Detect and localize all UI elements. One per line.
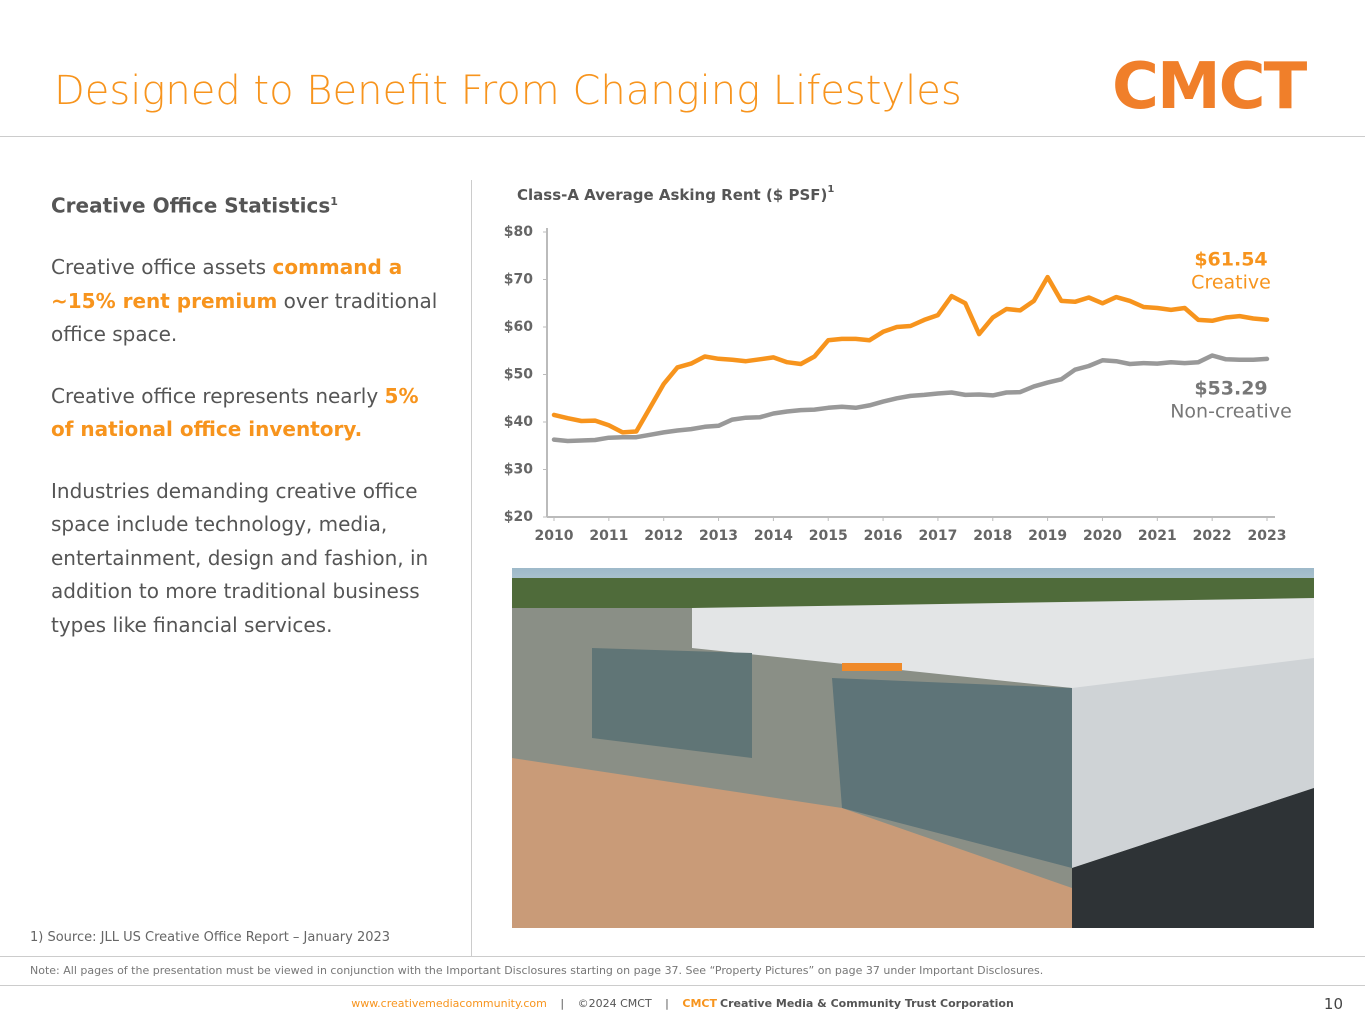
- y-tick-label: $30: [504, 462, 533, 478]
- value-label: $53.29: [1194, 378, 1267, 400]
- y-tick-label: $50: [504, 367, 533, 383]
- x-tick-label: 2018: [973, 528, 1012, 544]
- logo: CMCT: [1112, 50, 1307, 124]
- x-tick-label: 2023: [1248, 528, 1287, 544]
- y-tick-label: $60: [504, 319, 533, 335]
- accent: [842, 663, 902, 671]
- line-series: [551, 353, 1270, 444]
- series-label: Non-creative: [1170, 401, 1292, 423]
- heading: Creative Office Statistics1: [51, 185, 441, 223]
- y-tick-label: $80: [504, 224, 533, 240]
- footnote: 1) Source: JLL US Creative Office Report…: [30, 930, 391, 945]
- copyright: ©2024 CMCT: [577, 997, 652, 1010]
- x-tick-label: 2014: [754, 528, 793, 544]
- footer: www.creativemediacommunity.com | ©2024 C…: [0, 997, 1365, 1010]
- chart-title-text: Class-A Average Asking Rent ($ PSF): [517, 186, 827, 204]
- x-tick-label: 2013: [699, 528, 738, 544]
- series-label: Creative: [1191, 272, 1271, 294]
- x-tick-label: 2021: [1138, 528, 1177, 544]
- text-run: Industries demanding creative office spa…: [51, 478, 429, 637]
- building-side: [1072, 658, 1314, 868]
- x-tick-label: 2011: [589, 528, 628, 544]
- glass-pavilion: [592, 648, 752, 758]
- text-run: Creative office assets: [51, 255, 273, 280]
- brand: CMCT: [682, 997, 717, 1010]
- highlight: command a ~15% rent premium: [51, 255, 403, 313]
- y-tick-label: $70: [504, 272, 533, 288]
- x-tick-label: 2016: [864, 528, 903, 544]
- parking: [1072, 788, 1314, 928]
- separator: |: [665, 997, 669, 1010]
- website[interactable]: www.creativemediacommunity.com: [351, 997, 547, 1010]
- page-number: 10: [1323, 995, 1343, 1013]
- note: Note: All pages of the presentation must…: [30, 964, 1044, 977]
- x-tick-label: 2015: [809, 528, 848, 544]
- footnote-ref: 1: [827, 184, 834, 195]
- heading-text: Creative Office Statistics: [51, 193, 331, 218]
- line-series: [551, 274, 1270, 435]
- courtyard: [512, 758, 1072, 928]
- glass-facade: [832, 678, 1072, 868]
- x-tick-label: 2020: [1083, 528, 1122, 544]
- y-tick-label: $40: [504, 414, 533, 430]
- slide-title: Designed to Benefit From Changing Lifest…: [54, 68, 962, 114]
- paragraph: Creative office assets command a ~15% re…: [51, 251, 441, 352]
- text-run: Creative office represents nearly: [51, 383, 385, 408]
- x-tick-label: 2019: [1028, 528, 1067, 544]
- x-tick-label: 2010: [535, 528, 574, 544]
- paragraph: Creative office represents nearly 5% of …: [51, 380, 441, 447]
- divider: [0, 956, 1365, 957]
- left-text: Creative Office Statistics1 Creative off…: [51, 185, 441, 670]
- text-run: over traditional office space.: [51, 288, 438, 347]
- divider: [471, 180, 472, 956]
- x-tick-label: 2012: [644, 528, 683, 544]
- divider: [0, 136, 1365, 137]
- paragraph: Industries demanding creative office spa…: [51, 475, 441, 643]
- y-tick-label: $20: [504, 509, 533, 525]
- company: Creative Media & Community Trust Corpora…: [720, 997, 1014, 1010]
- photo: [512, 568, 1314, 928]
- highlight: 5% of national office inventory.: [51, 383, 419, 442]
- x-tick-label: 2017: [918, 528, 957, 544]
- chart: Class-A Average Asking Rent ($ PSF)1 $20…: [504, 184, 1292, 544]
- footnote-ref: 1: [330, 195, 338, 208]
- value-label: $61.54: [1194, 249, 1267, 271]
- chart-title: Class-A Average Asking Rent ($ PSF)1: [517, 184, 834, 204]
- separator: |: [560, 997, 565, 1010]
- x-tick-label: 2022: [1193, 528, 1232, 544]
- divider: [0, 985, 1365, 986]
